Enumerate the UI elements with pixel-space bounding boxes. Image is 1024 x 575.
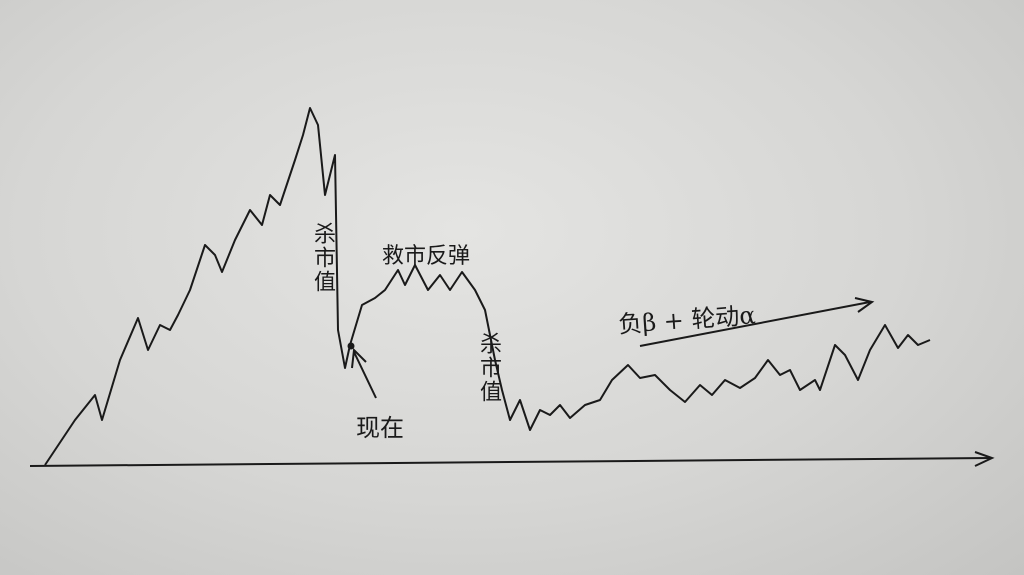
now-label: 现在 bbox=[356, 414, 404, 442]
x-axis bbox=[29, 457, 991, 467]
rebound-label: 救市反弹 bbox=[382, 244, 471, 269]
sell-off-label-1: 杀市值 bbox=[310, 222, 335, 294]
x-axis-arrowhead bbox=[974, 451, 995, 467]
price-line bbox=[44, 107, 931, 466]
now-pointer-arrow bbox=[351, 347, 377, 399]
trend-arrow bbox=[639, 297, 875, 347]
sell-off-label-2: 杀市值 bbox=[476, 332, 501, 404]
current-point-dot bbox=[347, 342, 355, 350]
